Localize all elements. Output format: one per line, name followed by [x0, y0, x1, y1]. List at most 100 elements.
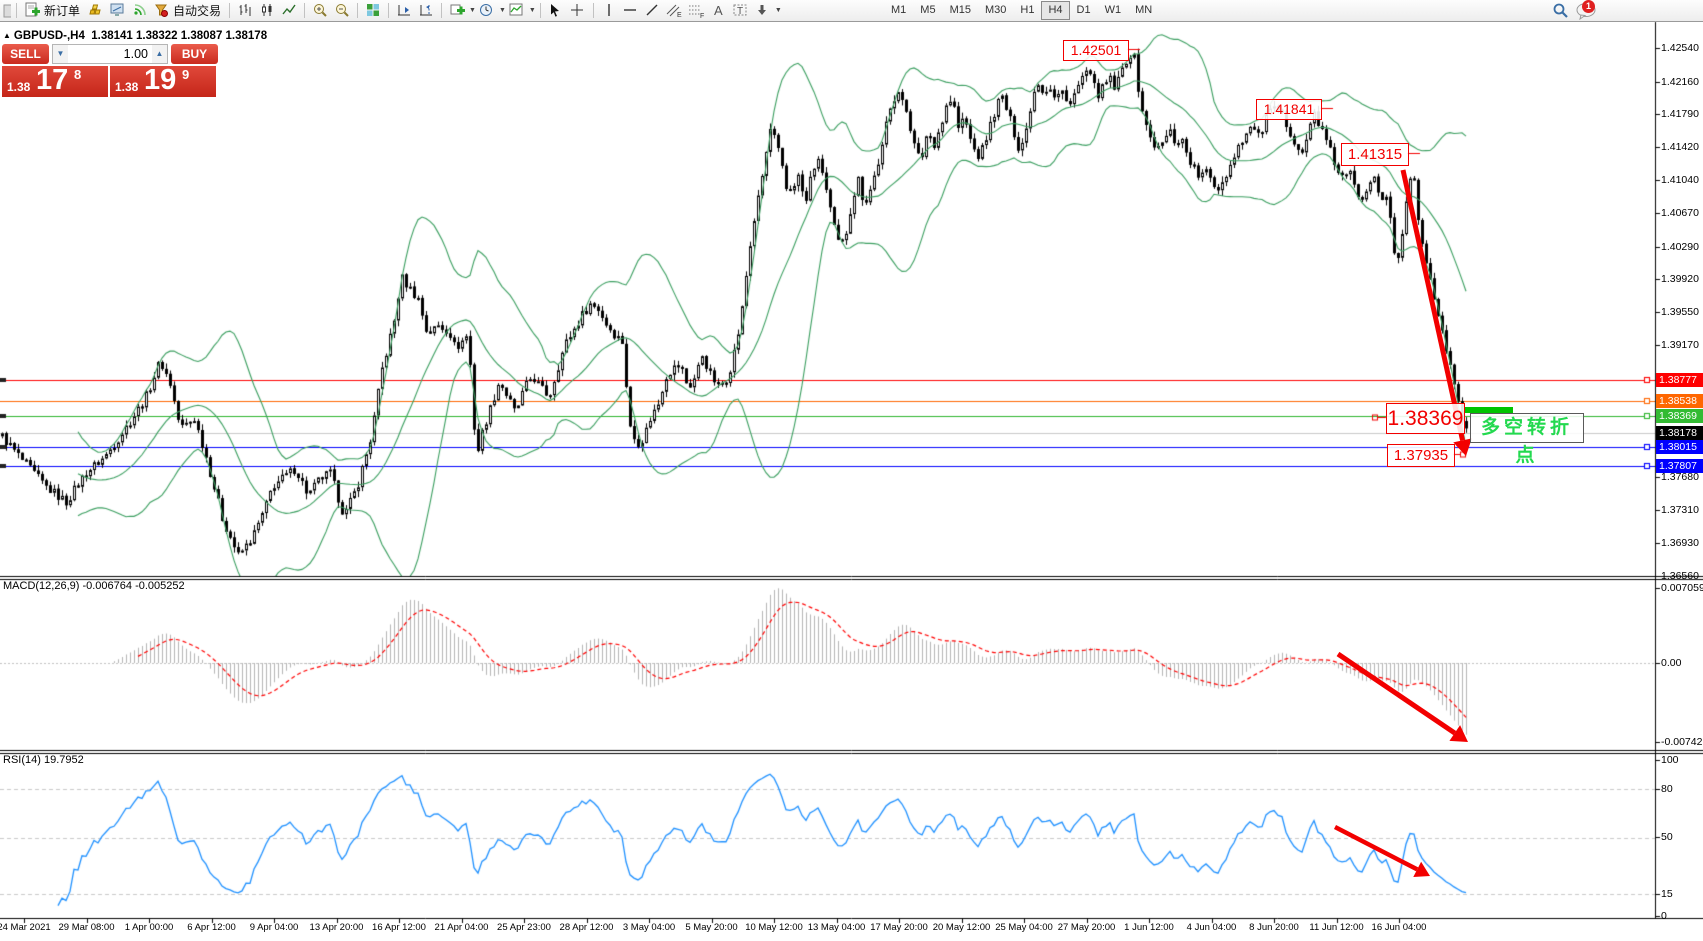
time-axis-label: 27 May 20:00 [1057, 922, 1116, 933]
auto-scroll-icon[interactable] [393, 2, 415, 20]
buy-price-sup: 9 [182, 67, 190, 82]
time-axis-label: 4 Jun 04:00 [1186, 922, 1237, 933]
macd-axis-label: 0.007059 [1661, 582, 1703, 594]
channel-tool-icon[interactable]: E [664, 2, 686, 20]
timeframe-button-m5[interactable]: M5 [920, 4, 936, 16]
time-axis-label: 1 Jun 12:00 [1124, 922, 1174, 933]
dropdown-arrow-icon[interactable]: ▼ [528, 7, 536, 14]
fibonacci-tool-icon[interactable]: F [686, 2, 708, 20]
toolbar-separator [16, 3, 17, 18]
timeframe-button-m1[interactable]: M1 [891, 4, 907, 16]
price-tag: 1.37807 [1656, 458, 1703, 473]
macd-header: MACD(12,26,9) -0.006764 -0.005252 [3, 580, 185, 592]
price-annotation-label[interactable]: 1.41315 [1341, 143, 1409, 166]
new-order-label[interactable]: 新订单 [44, 4, 81, 18]
macd-axis-label: -0.007422 [1661, 736, 1703, 748]
price-axis-label: 1.40670 [1661, 207, 1699, 220]
price-axis-label: 1.40290 [1661, 240, 1699, 253]
vertical-line-tool-icon[interactable] [598, 2, 620, 20]
toolbar-separator [304, 3, 306, 18]
candlestick-chart-type-icon[interactable] [256, 2, 278, 20]
time-axis-label: 9 Apr 04:00 [249, 922, 299, 933]
sell-button[interactable]: SELL [2, 44, 49, 64]
sell-price-panel[interactable]: 1.38 17 8 [2, 64, 108, 97]
volume-up-button[interactable]: ▲ [152, 45, 167, 63]
period-clock-icon[interactable] [476, 2, 498, 20]
toolbar-separator [592, 3, 594, 18]
time-axis-label: 21 Apr 04:00 [434, 922, 489, 933]
timeframe-button-mn[interactable]: MN [1135, 4, 1153, 16]
green-level-bar[interactable] [1463, 407, 1513, 413]
buy-button[interactable]: BUY [171, 44, 218, 64]
price-axis-label: 1.41420 [1661, 140, 1699, 153]
time-axis-label: 13 Apr 20:00 [309, 922, 364, 933]
time-axis-label: 16 Apr 12:00 [372, 922, 426, 933]
time-axis-label: 16 Jun 04:00 [1371, 922, 1427, 933]
price-axis-label: 1.39920 [1661, 273, 1699, 286]
chart-shift-icon[interactable] [415, 2, 437, 20]
text-label-tool-icon[interactable]: T [730, 2, 752, 20]
turning-point-note[interactable]: 多空转折点 [1470, 413, 1584, 466]
signal-icon[interactable] [128, 2, 150, 20]
dropdown-arrow-icon[interactable]: ▼ [498, 7, 506, 14]
bar-chart-type-icon[interactable] [234, 2, 256, 20]
timeframe-button-w1[interactable]: W1 [1104, 4, 1122, 16]
tile-windows-icon[interactable] [362, 2, 384, 20]
timeframe-group: M1 M5 M15 M30 H1 H4 D1 W1 MN [884, 1, 1159, 20]
timeframe-button-d1[interactable]: D1 [1076, 4, 1091, 16]
cursor-icon[interactable] [545, 2, 567, 20]
zoom-out-icon[interactable] [331, 2, 353, 20]
price-axis-label: 1.42160 [1661, 75, 1699, 88]
rsi-axis-label: 15 [1661, 888, 1673, 900]
notification-badge[interactable]: 1 [1582, 0, 1595, 13]
text-tool-icon[interactable]: A [708, 2, 730, 20]
price-annotation-label[interactable]: 1.42501 [1063, 40, 1129, 61]
trendline-tool-icon[interactable] [642, 2, 664, 20]
dropdown-arrow-icon[interactable]: ▼ [774, 7, 782, 14]
price-tag: 1.38538 [1656, 394, 1703, 409]
buy-price-panel[interactable]: 1.38 19 9 [110, 64, 216, 97]
price-axis-label: 1.37680 [1661, 470, 1699, 483]
timeframe-button-m30[interactable]: M30 [984, 4, 1007, 16]
zoom-in-icon[interactable] [309, 2, 331, 20]
volume-down-button[interactable]: ▼ [53, 45, 68, 63]
auto-trading-label[interactable]: 自动交易 [173, 4, 222, 18]
buy-price-big: 19 [144, 64, 177, 96]
time-axis-label: 25 May 04:00 [995, 922, 1053, 933]
price-annotation-label[interactable]: 1.41841 [1256, 99, 1322, 120]
price-tag: 1.38369 [1656, 409, 1703, 424]
timeframe-button-m15[interactable]: M15 [949, 4, 971, 16]
price-axis-label: 1.36560 [1661, 569, 1699, 582]
macd-axis-label: 0.00 [1661, 657, 1682, 669]
horizontal-line-tool-icon[interactable] [620, 2, 642, 20]
time-axis-label: 6 Apr 12:00 [187, 922, 236, 933]
time-axis-label: 3 May 04:00 [622, 922, 676, 933]
arrows-tool-icon[interactable] [752, 2, 774, 20]
price-axis-label: 1.39550 [1661, 305, 1699, 318]
search-icon[interactable] [1550, 2, 1572, 20]
toolbar-separator [357, 3, 359, 18]
timeframe-button-h4[interactable]: H4 [1041, 1, 1070, 20]
toolbar-separator [229, 3, 231, 18]
gold-bars-icon[interactable] [84, 2, 106, 20]
time-axis-label: 24 Mar 2021 [0, 922, 51, 933]
new-chart-icon[interactable] [446, 2, 468, 20]
market-watch-icon[interactable] [106, 2, 128, 20]
indicators-icon[interactable] [506, 2, 528, 20]
line-chart-type-icon[interactable] [278, 2, 300, 20]
auto-trading-icon[interactable] [150, 2, 172, 20]
chart-title: ▲ GBPUSD-,H4 1.38141 1.38322 1.38087 1.38… [3, 30, 267, 42]
price-annotation-label[interactable]: 1.37935 [1387, 444, 1455, 467]
toolbar: 新订单 自动交易 ▼ ▼ ▼ E F A T ▼ M1 M5 M15 M30 H1 H4 D [0, 0, 1703, 22]
crosshair-icon[interactable] [567, 2, 589, 20]
collapse-arrow-icon[interactable]: ▲ [3, 31, 11, 40]
new-order-icon[interactable] [21, 2, 43, 20]
rsi-header: RSI(14) 19.7952 [3, 754, 84, 766]
price-axis-label: 1.42540 [1661, 42, 1699, 54]
sell-price-big: 17 [36, 64, 69, 96]
price-annotation-label[interactable]: 1.38369 [1386, 403, 1465, 434]
dropdown-arrow-icon[interactable]: ▼ [469, 7, 476, 14]
timeframe-button-h1[interactable]: H1 [1020, 4, 1035, 16]
volume-value[interactable]: 1.00 [123, 47, 148, 61]
